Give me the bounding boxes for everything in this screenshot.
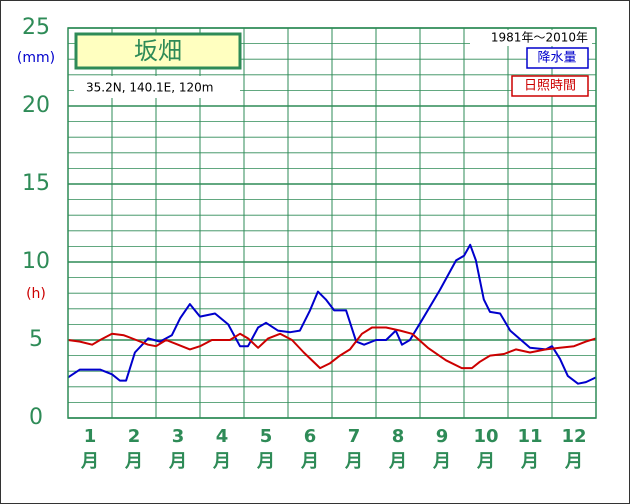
x-tick-unit: 月 (344, 451, 363, 472)
period: 1981年〜2010年 (491, 31, 588, 45)
x-tick-unit: 月 (212, 451, 231, 472)
x-tick-unit: 月 (80, 451, 99, 472)
series-line (67, 243, 597, 385)
x-tick-label: 1 (84, 426, 97, 447)
x-tick-label: 12 (561, 426, 586, 447)
lines (67, 243, 597, 385)
x-tick-label: 3 (172, 426, 185, 447)
x-tick-unit: 月 (300, 451, 319, 472)
plot-border (67, 27, 597, 419)
x-tick-unit: 月 (124, 451, 143, 472)
x-tick-unit: 月 (432, 451, 451, 472)
x-tick-label: 2 (128, 426, 141, 447)
y-tick-label: 25 (22, 15, 50, 40)
x-tick-label: 4 (216, 426, 229, 447)
x-tick-unit: 月 (476, 451, 495, 472)
y-tick-label: 0 (29, 405, 43, 430)
x-tick-unit: 月 (168, 451, 187, 472)
x-tick-label: 6 (304, 426, 317, 447)
x-tick-label: 9 (436, 426, 449, 447)
x-tick-label: 8 (392, 426, 405, 447)
x-tick-label: 7 (348, 426, 361, 447)
title-box (74, 32, 242, 70)
location-box (74, 76, 240, 98)
x-tick-label: 10 (473, 426, 498, 447)
x-tick-unit: 月 (388, 451, 407, 472)
period-box (470, 30, 592, 46)
legend-label: 降水量 (537, 51, 576, 66)
x-tick-unit: 月 (256, 451, 275, 472)
x-tick-unit: 月 (520, 451, 539, 472)
y-tick-label: 15 (22, 171, 50, 196)
chart-title: 坂畑 (134, 37, 182, 65)
y-unit-right: (h) (26, 286, 46, 302)
y-tick-label: 10 (22, 249, 50, 274)
x-tick-label: 11 (517, 426, 542, 447)
legend-box (511, 75, 589, 97)
location: 35.2N, 140.1E, 120m (86, 81, 213, 95)
series-line (67, 326, 597, 370)
y-tick-label: 20 (22, 93, 50, 118)
x-tick-unit: 月 (564, 451, 583, 472)
x-tick-label: 5 (260, 426, 273, 447)
y-unit-left: (mm) (17, 50, 55, 66)
legend-box (526, 47, 589, 69)
y-tick-label: 5 (29, 327, 43, 352)
legend-label: 日照時間 (524, 79, 576, 94)
